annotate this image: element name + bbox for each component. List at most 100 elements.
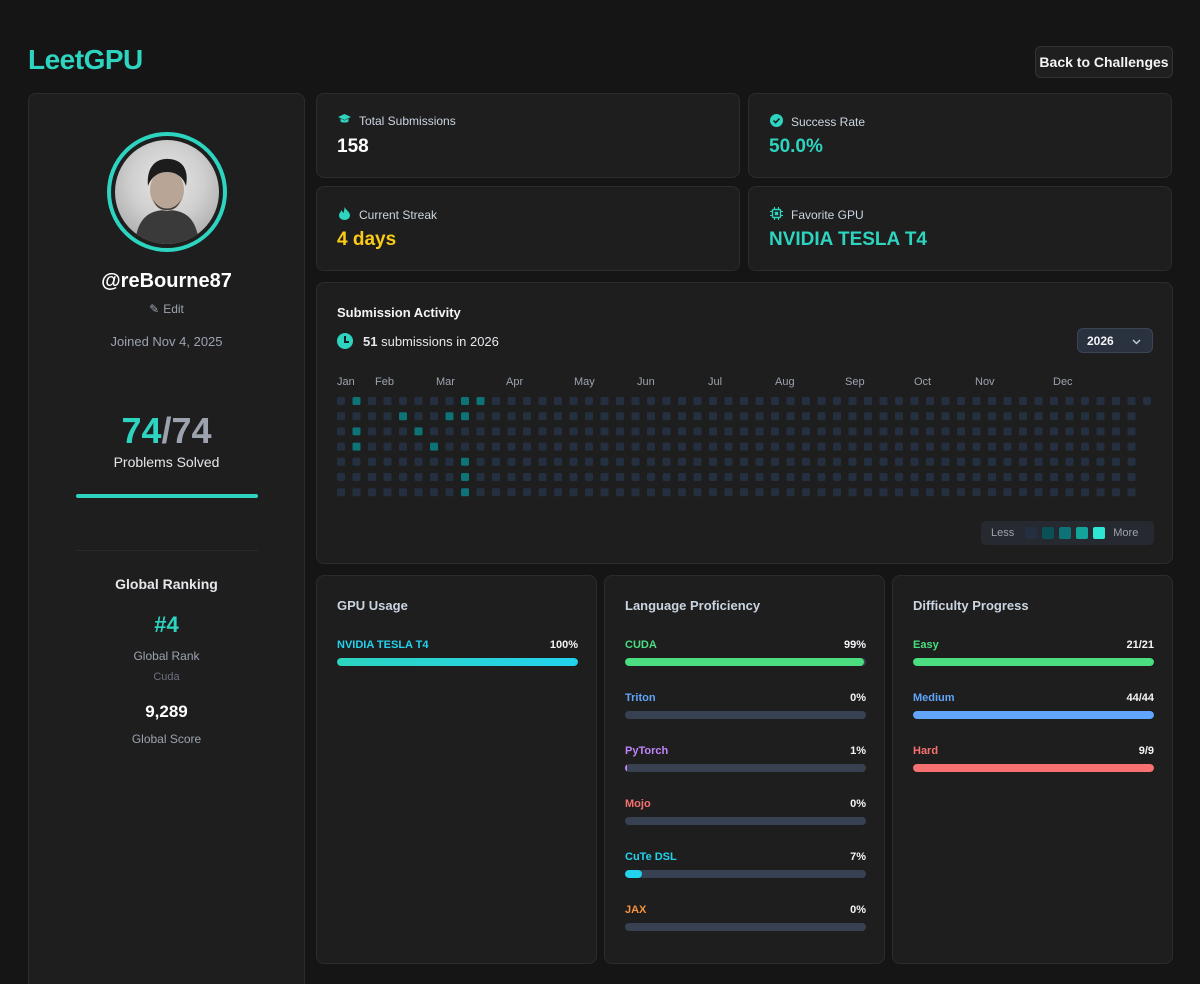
heatmap-cell[interactable] (724, 427, 733, 436)
heatmap-cell[interactable] (1050, 457, 1058, 466)
heatmap-cell[interactable] (895, 397, 903, 405)
heatmap-cell[interactable] (1050, 442, 1058, 451)
heatmap-cell[interactable] (957, 412, 965, 421)
heatmap-cell[interactable] (771, 488, 779, 497)
heatmap-cell[interactable] (910, 442, 919, 451)
heatmap-cell[interactable] (910, 457, 919, 466)
heatmap-cell[interactable] (585, 442, 593, 451)
heatmap-cell[interactable] (492, 412, 500, 421)
heatmap-cell[interactable] (755, 397, 764, 405)
heatmap-cell[interactable] (786, 412, 795, 421)
heatmap-cell[interactable] (910, 488, 919, 497)
heatmap-cell[interactable] (972, 457, 981, 466)
heatmap-cell[interactable] (616, 488, 624, 497)
heatmap-cell[interactable] (445, 457, 454, 466)
heatmap-cell[interactable] (1127, 397, 1136, 405)
heatmap-cell[interactable] (445, 427, 454, 436)
heatmap-cell[interactable] (833, 442, 841, 451)
heatmap-cell[interactable] (709, 412, 717, 421)
heatmap-cell[interactable] (972, 488, 981, 497)
heatmap-cell[interactable] (786, 442, 795, 451)
heatmap-cell[interactable] (647, 457, 655, 466)
heatmap-cell[interactable] (879, 412, 888, 421)
heatmap-cell[interactable] (740, 488, 748, 497)
heatmap-cell[interactable] (833, 397, 841, 405)
heatmap-cell[interactable] (1019, 427, 1027, 436)
heatmap-cell[interactable] (724, 442, 733, 451)
heatmap-cell[interactable] (492, 397, 500, 405)
heatmap-cell[interactable] (461, 427, 469, 436)
heatmap-cell[interactable] (957, 397, 965, 405)
heatmap-cell[interactable] (988, 488, 996, 497)
heatmap-cell[interactable] (879, 488, 888, 497)
heatmap-cell[interactable] (926, 427, 934, 436)
heatmap-cell[interactable] (724, 457, 733, 466)
heatmap-cell[interactable] (430, 488, 438, 497)
heatmap-cell[interactable] (569, 427, 578, 436)
heatmap-cell[interactable] (538, 473, 547, 481)
heatmap-cell[interactable] (1112, 488, 1120, 497)
heatmap-cell[interactable] (337, 457, 345, 466)
heatmap-cell[interactable] (678, 488, 686, 497)
heatmap-cell[interactable] (693, 442, 702, 451)
heatmap-cell[interactable] (1003, 412, 1012, 421)
heatmap-cell[interactable] (678, 412, 686, 421)
heatmap-cell[interactable] (569, 442, 578, 451)
heatmap-cell[interactable] (631, 488, 640, 497)
heatmap-cell[interactable] (569, 457, 578, 466)
heatmap-cell[interactable] (476, 412, 485, 421)
heatmap-cell[interactable] (724, 412, 733, 421)
heatmap-cell[interactable] (1112, 412, 1120, 421)
heatmap-cell[interactable] (507, 473, 516, 481)
heatmap-cell[interactable] (538, 427, 547, 436)
heatmap-cell[interactable] (492, 427, 500, 436)
heatmap-cell[interactable] (476, 473, 485, 481)
heatmap-cell[interactable] (833, 457, 841, 466)
heatmap-cell[interactable] (678, 473, 686, 481)
heatmap-cell[interactable] (879, 397, 888, 405)
heatmap-cell[interactable] (662, 488, 671, 497)
heatmap-cell[interactable] (492, 442, 500, 451)
heatmap-cell[interactable] (988, 412, 996, 421)
heatmap-cell[interactable] (647, 397, 655, 405)
heatmap-cell[interactable] (445, 473, 454, 481)
heatmap-cell[interactable] (848, 412, 857, 421)
heatmap-cell[interactable] (895, 457, 903, 466)
heatmap-cell[interactable] (1019, 473, 1027, 481)
heatmap-cell[interactable] (662, 457, 671, 466)
heatmap-cell[interactable] (476, 488, 485, 497)
heatmap-cell[interactable] (709, 427, 717, 436)
heatmap-cell[interactable] (895, 442, 903, 451)
heatmap-cell[interactable] (771, 427, 779, 436)
heatmap-cell[interactable] (368, 488, 376, 497)
heatmap-cell[interactable] (1050, 488, 1058, 497)
heatmap-cell[interactable] (1081, 412, 1089, 421)
heatmap-cell[interactable] (507, 427, 516, 436)
heatmap-cell[interactable] (399, 397, 407, 405)
heatmap-cell[interactable] (616, 397, 624, 405)
heatmap-cell[interactable] (507, 442, 516, 451)
heatmap-cell[interactable] (833, 488, 841, 497)
heatmap-cell[interactable] (1112, 457, 1120, 466)
heatmap-cell[interactable] (848, 397, 857, 405)
heatmap-cell[interactable] (972, 427, 981, 436)
heatmap-cell[interactable] (693, 457, 702, 466)
heatmap-cell[interactable] (461, 442, 469, 451)
heatmap-cell[interactable] (740, 457, 748, 466)
heatmap-cell[interactable] (988, 473, 996, 481)
heatmap-cell[interactable] (678, 397, 686, 405)
heatmap-cell[interactable] (631, 397, 640, 405)
heatmap-cell[interactable] (755, 473, 764, 481)
heatmap-cell[interactable] (337, 473, 345, 481)
heatmap-cell[interactable] (941, 412, 950, 421)
brand-logo[interactable]: LeetGPU (28, 44, 143, 75)
heatmap-cell[interactable] (879, 457, 888, 466)
heatmap-cell[interactable] (1081, 427, 1089, 436)
heatmap-cell[interactable] (600, 412, 609, 421)
heatmap-cell[interactable] (461, 488, 469, 497)
heatmap-cell[interactable] (693, 397, 702, 405)
heatmap-cell[interactable] (492, 457, 500, 466)
heatmap-cell[interactable] (383, 473, 392, 481)
heatmap-cell[interactable] (724, 488, 733, 497)
heatmap-cell[interactable] (414, 488, 423, 497)
